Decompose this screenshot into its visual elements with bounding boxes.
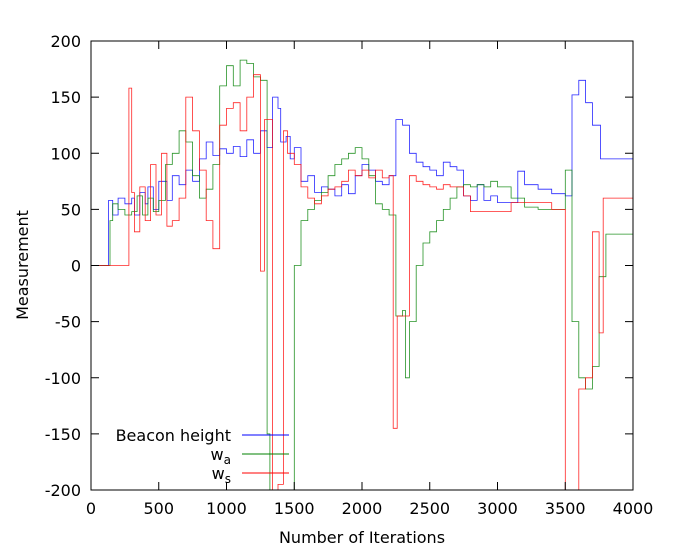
legend-name: w bbox=[211, 445, 224, 464]
y-tick-label: -200 bbox=[45, 481, 81, 500]
legend-subscript: a bbox=[224, 453, 231, 467]
legend-label-2: ws bbox=[212, 464, 231, 486]
x-tick-label: 4000 bbox=[613, 499, 654, 518]
y-tick-label: -100 bbox=[45, 369, 81, 388]
x-tick-label: 2500 bbox=[409, 499, 450, 518]
y-tick-label: 150 bbox=[50, 88, 81, 107]
legend-name: w bbox=[212, 464, 225, 483]
ticks-layer: 0 500 1000 1500 2000 2500 3000 3500 4000-200-150… bbox=[45, 32, 654, 518]
legend-label-0: Beacon height bbox=[116, 426, 231, 445]
legend-name: Beacon height bbox=[116, 426, 231, 445]
x-tick-label: 3500 bbox=[545, 499, 586, 518]
series-layer bbox=[91, 59, 633, 490]
x-tick-label: 1000 bbox=[206, 499, 247, 518]
x-tick-label: 500 bbox=[143, 499, 174, 518]
y-tick-label: 50 bbox=[61, 200, 81, 219]
y-tick-label: 0 bbox=[71, 257, 81, 276]
y-tick-label: -150 bbox=[45, 425, 81, 444]
y-axis-label: Measurement bbox=[13, 210, 32, 320]
y-tick-label: -50 bbox=[55, 313, 81, 332]
x-tick-label: 0 bbox=[86, 499, 96, 518]
x-tick-label: 1500 bbox=[274, 499, 315, 518]
x-tick-label: 3000 bbox=[477, 499, 518, 518]
series-line-0 bbox=[91, 79, 633, 266]
y-tick-label: 100 bbox=[50, 144, 81, 163]
y-tick-label: 200 bbox=[50, 32, 81, 51]
legend-subscript: s bbox=[225, 472, 231, 486]
legend-label-1: wa bbox=[211, 445, 231, 467]
series-line-1 bbox=[91, 59, 633, 490]
plot-frame bbox=[90, 40, 634, 491]
series-line-2 bbox=[91, 74, 633, 490]
x-tick-label: 2000 bbox=[342, 499, 383, 518]
x-axis-label: Number of Iterations bbox=[279, 528, 445, 547]
